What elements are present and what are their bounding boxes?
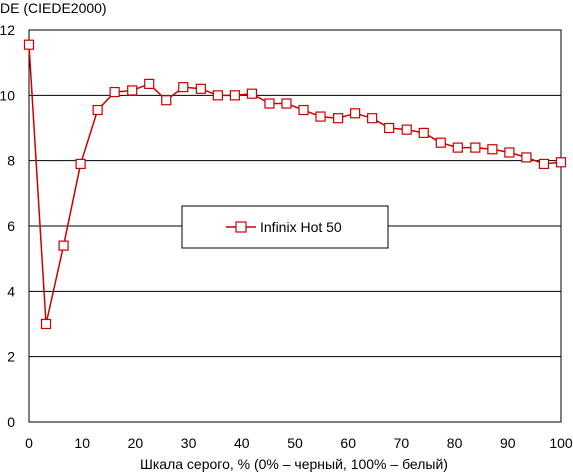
y-tick-label: 12 <box>0 22 15 38</box>
data-point <box>92 104 103 116</box>
y-tick-label: 2 <box>7 349 15 365</box>
legend: Infinix Hot 50 <box>181 205 389 249</box>
data-point <box>555 157 567 168</box>
data-point <box>109 86 120 98</box>
data-point <box>144 78 155 90</box>
x-tick-label: 50 <box>287 435 303 451</box>
data-point <box>538 158 550 170</box>
plot-area <box>28 29 562 423</box>
data-point <box>521 152 532 163</box>
x-tick-label: 60 <box>340 435 356 451</box>
x-tick-label: 70 <box>394 435 410 451</box>
data-point <box>487 144 498 155</box>
data-point <box>264 98 275 109</box>
data-point <box>178 82 189 93</box>
legend-box <box>181 205 389 249</box>
data-point <box>315 111 326 122</box>
x-axis-title: Шкала серого, % (0% – черный, 100% – бел… <box>140 456 448 472</box>
data-point <box>350 108 361 119</box>
x-tick-label: 0 <box>25 435 33 451</box>
data-point <box>504 147 515 158</box>
y-tick-label: 4 <box>7 283 15 299</box>
data-point <box>470 142 481 153</box>
series-layer <box>23 39 567 330</box>
data-point <box>384 122 395 134</box>
data-point <box>332 113 344 124</box>
x-tick-label: 40 <box>234 435 250 451</box>
data-point <box>418 127 429 138</box>
data-point <box>452 142 463 153</box>
series-line <box>28 44 562 325</box>
x-tick-label: 20 <box>128 435 144 451</box>
tick-labels: 0 2 4 6 8 10 12 0 10 20 30 40 50 60 70 80 90 100 <box>0 22 573 451</box>
data-point <box>246 88 258 99</box>
data-point <box>229 90 240 101</box>
y-tick-label: 8 <box>7 153 15 169</box>
data-point <box>401 124 412 135</box>
y-tick-label: 10 <box>0 87 15 103</box>
data-point <box>367 113 378 124</box>
data-point <box>23 39 35 50</box>
data-point <box>58 240 69 251</box>
x-tick-label: 90 <box>500 435 516 451</box>
y-tick-label: 0 <box>7 414 15 430</box>
data-point <box>161 95 172 106</box>
data-point <box>435 137 446 148</box>
data-point <box>195 83 206 94</box>
y-tick-label: 6 <box>7 218 15 234</box>
legend-marker <box>235 221 247 233</box>
data-point <box>298 104 309 116</box>
data-point <box>75 158 86 170</box>
x-tick-label: 30 <box>181 435 197 451</box>
data-point <box>40 318 52 330</box>
data-point <box>212 90 223 101</box>
legend-label: Infinix Hot 50 <box>260 219 342 235</box>
x-tick-label: 10 <box>74 435 90 451</box>
x-tick-label: 100 <box>549 435 573 451</box>
data-point <box>127 85 138 96</box>
x-tick-label: 80 <box>447 435 463 451</box>
data-point <box>281 98 292 109</box>
y-axis-title: DE (CIEDE2000) <box>0 0 107 16</box>
